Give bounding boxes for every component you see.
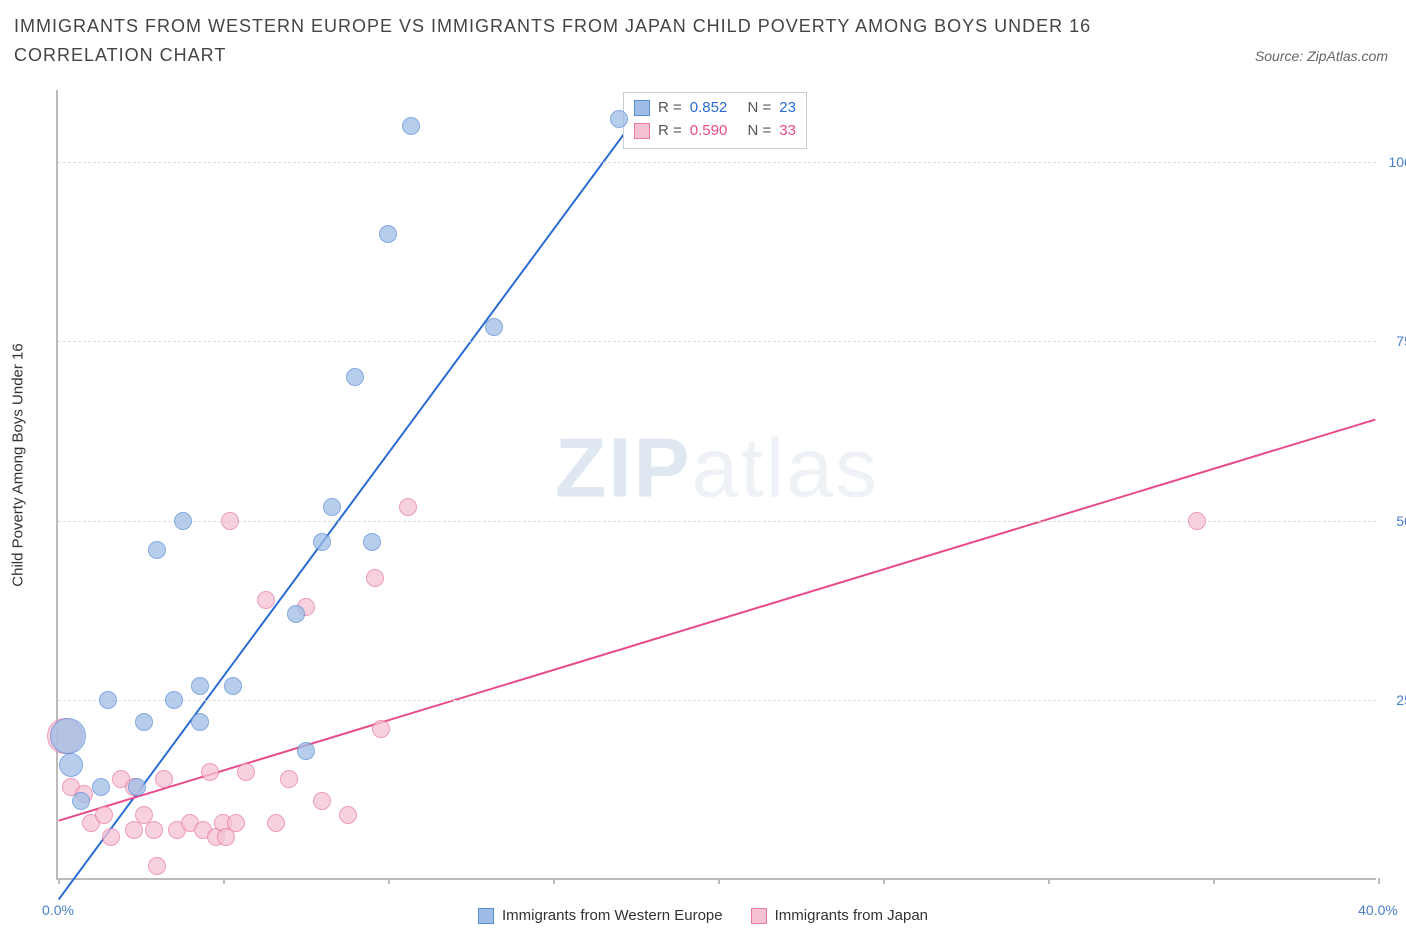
- x-tick-mark: [223, 878, 225, 884]
- y-tick-label: 50.0%: [1381, 513, 1406, 529]
- legend-label-we: Immigrants from Western Europe: [502, 907, 723, 924]
- data-point-jp: [366, 569, 384, 587]
- data-point-jp: [155, 770, 173, 788]
- y-axis-title: Child Poverty Among Boys Under 16: [10, 343, 27, 586]
- x-tick-mark: [1048, 878, 1050, 884]
- n-value-we: 23: [779, 97, 796, 120]
- data-point-we: [148, 541, 166, 559]
- grid-line: [58, 162, 1376, 163]
- swatch-jp: [634, 123, 650, 139]
- data-point-jp: [148, 857, 166, 875]
- stats-row-jp: R = 0.590 N = 33: [634, 120, 796, 143]
- trend-lines: [58, 90, 1376, 878]
- data-point-we: [50, 718, 86, 754]
- x-tick-mark: [1378, 878, 1380, 884]
- grid-line: [58, 700, 1376, 701]
- data-point-we: [59, 753, 83, 777]
- data-point-jp: [280, 770, 298, 788]
- data-point-jp: [227, 814, 245, 832]
- r-label: R =: [658, 97, 682, 120]
- data-point-we: [313, 533, 331, 551]
- x-tick-mark: [718, 878, 720, 884]
- chart-title: IMMIGRANTS FROM WESTERN EUROPE VS IMMIGR…: [14, 12, 1114, 70]
- legend-swatch-jp: [751, 908, 767, 924]
- r-value-we: 0.852: [690, 97, 728, 120]
- data-point-we: [297, 742, 315, 760]
- r-value-jp: 0.590: [690, 120, 728, 143]
- y-tick-label: 100.0%: [1381, 154, 1406, 170]
- data-point-we: [191, 677, 209, 695]
- data-point-we: [323, 498, 341, 516]
- data-point-we: [485, 318, 503, 336]
- data-point-we: [363, 533, 381, 551]
- legend-label-jp: Immigrants from Japan: [775, 907, 928, 924]
- data-point-we: [610, 110, 628, 128]
- n-label: N =: [747, 97, 771, 120]
- data-point-jp: [257, 591, 275, 609]
- watermark-zip: ZIP: [555, 421, 692, 515]
- n-label: N =: [747, 120, 771, 143]
- trend-line-jp: [59, 420, 1376, 821]
- data-point-jp: [95, 806, 113, 824]
- data-point-we: [99, 691, 117, 709]
- y-tick-label: 25.0%: [1381, 692, 1406, 708]
- data-point-we: [191, 713, 209, 731]
- data-point-jp: [339, 806, 357, 824]
- data-point-we: [287, 605, 305, 623]
- x-tick-mark: [553, 878, 555, 884]
- watermark-atlas: atlas: [692, 421, 879, 515]
- data-point-jp: [237, 763, 255, 781]
- y-tick-label: 75.0%: [1381, 333, 1406, 349]
- data-point-jp: [102, 828, 120, 846]
- r-label: R =: [658, 120, 682, 143]
- data-point-jp: [372, 720, 390, 738]
- data-point-we: [224, 677, 242, 695]
- x-tick-mark: [883, 878, 885, 884]
- grid-line: [58, 521, 1376, 522]
- data-point-jp: [313, 792, 331, 810]
- data-point-we: [165, 691, 183, 709]
- swatch-we: [634, 100, 650, 116]
- data-point-jp: [1188, 512, 1206, 530]
- x-tick-mark: [388, 878, 390, 884]
- data-point-jp: [267, 814, 285, 832]
- watermark: ZIPatlas: [555, 420, 879, 517]
- data-point-we: [174, 512, 192, 530]
- data-point-we: [135, 713, 153, 731]
- data-point-jp: [145, 821, 163, 839]
- data-point-we: [92, 778, 110, 796]
- data-point-we: [72, 792, 90, 810]
- data-point-jp: [399, 498, 417, 516]
- data-point-jp: [201, 763, 219, 781]
- bottom-legend: Immigrants from Western Europe Immigrant…: [0, 907, 1406, 924]
- n-value-jp: 33: [779, 120, 796, 143]
- grid-line: [58, 341, 1376, 342]
- trend-line-we: [59, 97, 651, 899]
- data-point-we: [128, 778, 146, 796]
- legend-item-jp: Immigrants from Japan: [751, 907, 928, 924]
- stats-row-we: R = 0.852 N = 23: [634, 97, 796, 120]
- stats-box: R = 0.852 N = 23 R = 0.590 N = 33: [623, 92, 807, 149]
- plot-area: ZIPatlas R = 0.852 N = 23 R = 0.590 N = …: [56, 90, 1376, 880]
- data-point-we: [346, 368, 364, 386]
- data-point-jp: [221, 512, 239, 530]
- x-tick-mark: [1213, 878, 1215, 884]
- source-label: Source: ZipAtlas.com: [1255, 48, 1388, 64]
- x-tick-mark: [58, 878, 60, 884]
- data-point-we: [379, 225, 397, 243]
- data-point-we: [402, 117, 420, 135]
- legend-item-we: Immigrants from Western Europe: [478, 907, 723, 924]
- legend-swatch-we: [478, 908, 494, 924]
